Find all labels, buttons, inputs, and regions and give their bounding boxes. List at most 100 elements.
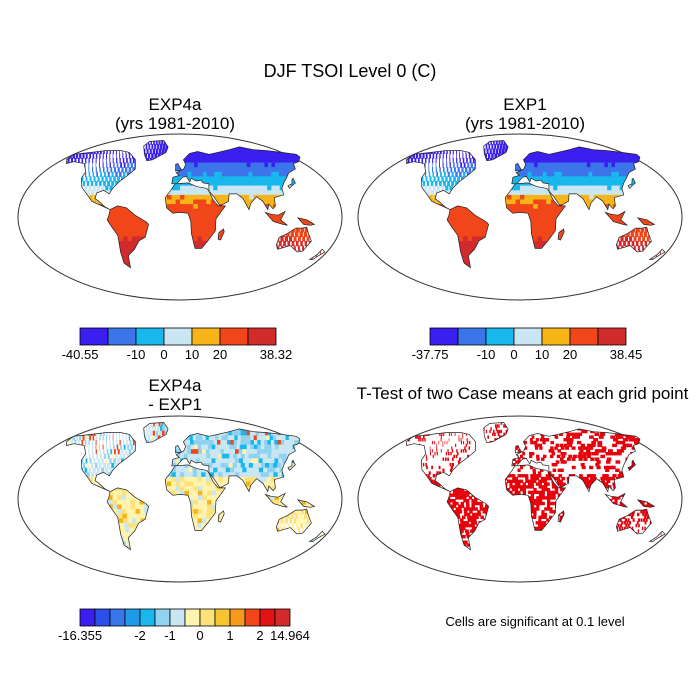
panel-diff-title-line1: EXP4a <box>148 376 202 395</box>
coastline-japan <box>287 459 296 471</box>
coastline-indonesia <box>604 492 628 508</box>
panel-exp4a-title: EXP4a (yrs 1981-2010) <box>40 95 310 133</box>
colorbar-swatch <box>169 608 186 627</box>
coastline-eurasia <box>171 428 301 493</box>
coastline-uk <box>175 163 183 172</box>
coastline-eurasia <box>511 428 641 493</box>
colorbar-swatch <box>107 327 137 346</box>
coastlines <box>405 140 666 269</box>
colorbar-tick-label: -16.355 <box>58 628 102 643</box>
map-exp4a <box>17 133 343 301</box>
coastline-australia <box>276 508 312 535</box>
panel-diff-title: EXP4a - EXP1 <box>40 376 310 414</box>
colorbar-tick-label: 20 <box>563 347 577 362</box>
coastline-africa <box>504 464 567 531</box>
coastline-japan <box>627 177 636 189</box>
coastline-australia <box>616 226 652 253</box>
colorbar-diff: -16.355 -2 -1 0 1 2 14.964 <box>58 608 310 643</box>
colorbar-swatch <box>457 327 487 346</box>
coastline-australia <box>616 508 652 535</box>
colorbar-exp1: -37.75 -10 0 10 20 38.45 <box>412 327 643 362</box>
colorbar-swatch <box>154 608 171 627</box>
coastline-samerica <box>446 487 489 551</box>
colorbar-swatch <box>199 608 216 627</box>
colorbar-swatch <box>259 608 276 627</box>
figure-title: DJF TSOI Level 0 (C) <box>263 61 437 81</box>
coastline-madagascar <box>557 510 565 523</box>
coastline-madagascar <box>217 228 225 241</box>
coastline-nz <box>308 248 326 260</box>
colorbar-tick-label: 14.964 <box>270 628 310 643</box>
coastline-africa <box>164 464 227 531</box>
colorbar-swatch <box>247 327 277 346</box>
colorbar-swatch <box>124 608 141 627</box>
colorbar-swatch <box>429 327 459 346</box>
coastline-indonesia <box>604 210 628 226</box>
coastline-namerica <box>65 150 136 210</box>
coastlines <box>405 422 666 551</box>
colorbar-tick-label: 0 <box>160 347 167 362</box>
coastline-eurasia <box>511 146 641 211</box>
coastline-newguinea <box>636 217 656 226</box>
coastlines <box>65 422 326 551</box>
panel-exp4a-title-line1: EXP4a <box>148 95 202 114</box>
colorbar-tick-label: 10 <box>185 347 199 362</box>
colorbar-tick-label: 38.45 <box>610 347 643 362</box>
colorbar-swatch <box>79 608 96 627</box>
coastline-indonesia <box>264 210 288 226</box>
colorbar-swatch <box>244 608 261 627</box>
coastline-greenland <box>483 140 509 162</box>
colorbar-swatch <box>597 327 627 346</box>
colorbar-tick-label: -40.55 <box>62 347 99 362</box>
coastline-africa <box>504 182 567 249</box>
panel-ttest-title: T-Test of two Case means at each grid po… <box>356 384 689 403</box>
coastline-uk <box>515 445 523 454</box>
panel-exp1-title-line1: EXP1 <box>503 95 547 114</box>
colorbar-swatch <box>139 608 156 627</box>
colorbar-swatch <box>485 327 515 346</box>
coastline-madagascar <box>217 510 225 523</box>
colorbar-swatch <box>541 327 571 346</box>
coastline-samerica <box>446 205 489 269</box>
coastline-nz <box>648 530 666 542</box>
significance-note: Cells are significant at 0.1 level <box>445 614 625 629</box>
coastline-eurasia <box>171 146 301 211</box>
coastline-africa <box>164 182 227 249</box>
coastline-newguinea <box>636 499 656 508</box>
colorbar-tick-label: -10 <box>477 347 496 362</box>
panel-exp4a-title-line2: (yrs 1981-2010) <box>114 114 235 133</box>
panel-exp1-title: EXP1 (yrs 1981-2010) <box>390 95 660 133</box>
coastline-newguinea <box>296 217 316 226</box>
colorbar-swatch <box>214 608 231 627</box>
colorbar-tick-label: 20 <box>213 347 227 362</box>
coastline-nz <box>308 530 326 542</box>
coastline-newguinea <box>296 499 316 508</box>
colorbar-swatch <box>219 327 249 346</box>
colorbar-swatch <box>191 327 221 346</box>
colorbar-swatch <box>184 608 201 627</box>
colorbar-tick-label: -1 <box>164 628 176 643</box>
colorbar-swatch <box>163 327 193 346</box>
colorbar-swatch <box>229 608 246 627</box>
coastline-indonesia <box>264 492 288 508</box>
colorbar-tick-label: 0 <box>510 347 517 362</box>
colorbar-swatch <box>79 327 109 346</box>
colorbar-swatch <box>513 327 543 346</box>
colorbar-exp4a: -40.55 -10 0 10 20 38.32 <box>62 327 293 362</box>
colorbar-tick-label: 38.32 <box>260 347 293 362</box>
coastline-australia <box>276 226 312 253</box>
map-exp1 <box>357 133 683 301</box>
coastline-nz <box>648 248 666 260</box>
coastline-samerica <box>106 487 149 551</box>
coastline-greenland <box>483 422 509 444</box>
colorbar-tick-label: 1 <box>226 628 233 643</box>
coastline-greenland <box>143 422 169 444</box>
colorbar-tick-label: 2 <box>256 628 263 643</box>
colorbar-swatch <box>109 608 126 627</box>
coastline-greenland <box>143 140 169 162</box>
colorbar-tick-label: -2 <box>134 628 146 643</box>
panel-exp1-title-line2: (yrs 1981-2010) <box>464 114 585 133</box>
coastlines <box>65 140 326 269</box>
coastline-uk <box>515 163 523 172</box>
coastline-namerica <box>405 150 476 210</box>
